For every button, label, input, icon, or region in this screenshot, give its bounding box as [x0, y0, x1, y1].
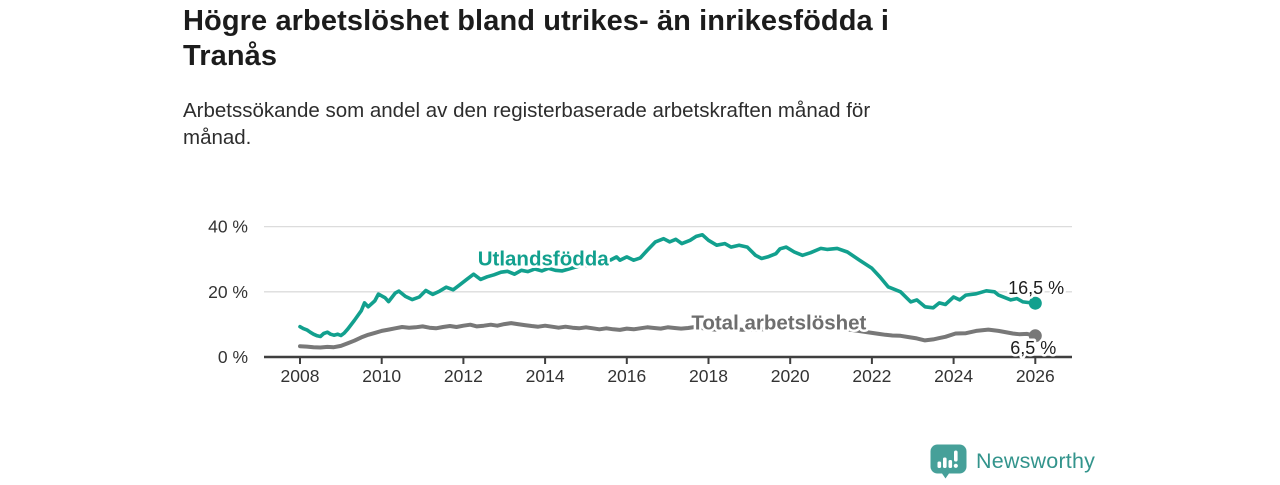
end-dot-total	[1028, 329, 1042, 343]
newsworthy-logo: Newsworthy	[930, 444, 1095, 479]
x-tick-label-2014: 2014	[526, 366, 565, 386]
chart-subtitle: Arbetssökande som andel av den registerb…	[183, 97, 1163, 152]
subtitle-line-1: Arbetssökande som andel av den registerb…	[183, 98, 871, 122]
x-tick-label-2018: 2018	[689, 366, 728, 386]
x-tick-label-2020: 2020	[771, 366, 810, 386]
x-tick-label-2008: 2008	[281, 366, 320, 386]
x-tick-label-2024: 2024	[934, 366, 973, 386]
series-label-utlandsfodda: Utlandsfödda	[478, 248, 610, 271]
y-tick-label-40: 40 %	[208, 217, 248, 237]
series-line-utlandsfodda	[298, 233, 1038, 339]
page-title: Högre arbetslöshet bland utrikes- än inr…	[183, 4, 1163, 75]
x-tick-label-2010: 2010	[362, 366, 401, 386]
logo-wordmark: Newsworthy	[976, 449, 1096, 473]
end-dot-utlandsfodda	[1028, 296, 1042, 310]
x-tick-label-2022: 2022	[852, 366, 891, 386]
y-tick-label-20: 20 %	[208, 282, 248, 302]
title-line-1: Högre arbetslöshet bland utrikes- än inr…	[183, 5, 890, 37]
y-tick-label-0: 0 %	[218, 347, 248, 367]
x-tick-label-2026: 2026	[1016, 366, 1055, 386]
title-line-2: Tranås	[183, 40, 278, 73]
series-line-total	[298, 321, 1038, 350]
subtitle-line-2: månad.	[183, 126, 252, 149]
x-tick-label-2012: 2012	[444, 366, 483, 386]
chart-header: Högre arbetslöshet bland utrikes- än inr…	[183, 4, 1163, 151]
bar-chart-speech-bubble-icon	[930, 444, 967, 479]
end-value-label-utlandsfodda: 16,5 %	[1008, 278, 1064, 298]
series-label-total: Total arbetslöshet	[691, 312, 866, 335]
x-tick-label-2016: 2016	[607, 366, 646, 386]
end-value-label-total: 6,5 %	[1010, 338, 1056, 358]
